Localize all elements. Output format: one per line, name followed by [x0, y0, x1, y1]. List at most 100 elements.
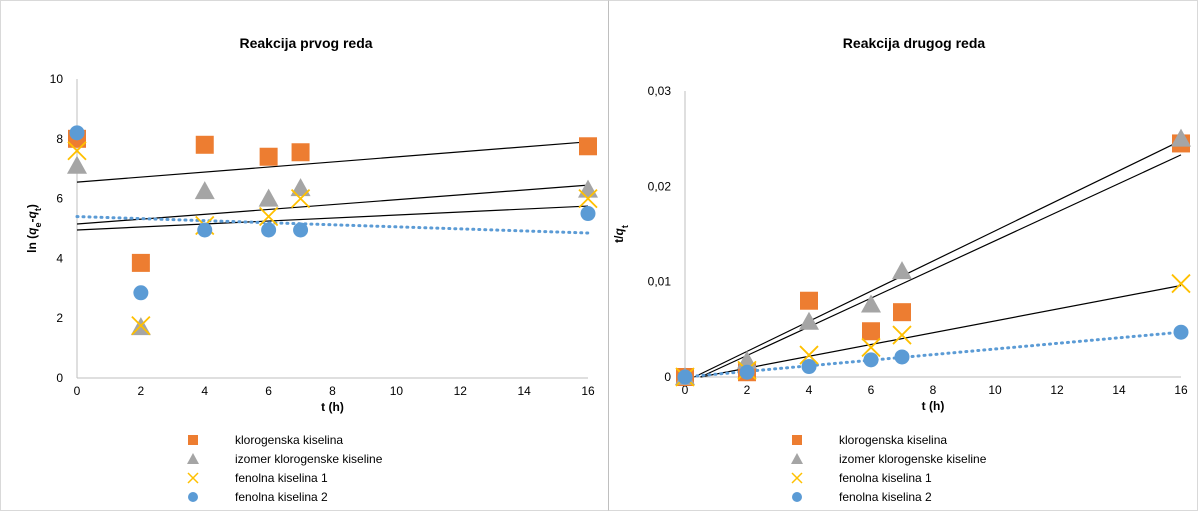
y-tick-label: 0 — [56, 371, 63, 385]
triangle-data-point — [290, 178, 311, 197]
square-data-point — [862, 322, 880, 341]
square-data-point — [291, 143, 310, 162]
x-axis-label: t (h) — [922, 399, 945, 413]
y-tick-label: 6 — [56, 192, 63, 206]
legend-label: izomer klorogenske kiseline — [839, 452, 987, 466]
y-tick-label: 0,03 — [648, 84, 672, 98]
y-axis-label-part: t — [620, 225, 630, 228]
triangle-data-point — [194, 181, 215, 200]
x-tick-label: 14 — [1112, 383, 1126, 397]
chart-second-order: Reakcija drugog reda 0 2 4 6 8 10 12 14 16 0 0,01 0,… — [612, 35, 1191, 504]
trendline — [76, 141, 589, 183]
circle-data-point — [677, 369, 693, 385]
x-data-point — [861, 337, 881, 358]
chart-panel-second-order: Reakcija drugog reda 0 2 4 6 8 10 12 14 16 0 0,01 0,… — [609, 0, 1198, 511]
triangle-data-point — [861, 294, 881, 313]
square-data-point — [259, 147, 278, 166]
y-axis-label-part: ln ( — [25, 235, 39, 253]
x-tick-label: 8 — [930, 383, 937, 397]
trendline — [76, 205, 589, 231]
x-tick-label: 8 — [329, 384, 336, 398]
x-tick-label: 6 — [265, 384, 272, 398]
trendline — [700, 154, 1182, 378]
legend-triangle-icon — [791, 453, 803, 464]
x-tick-label: 0 — [74, 384, 81, 398]
x-tick-label: 12 — [454, 384, 468, 398]
x-data-point — [67, 141, 87, 161]
legend-circle-icon — [188, 492, 198, 502]
triangle-data-point — [258, 188, 279, 207]
triangle-data-point — [799, 311, 819, 330]
legend-label: izomer klorogenske kiseline — [235, 452, 383, 466]
circle-data-point — [801, 359, 817, 375]
x-tick-label: 14 — [517, 384, 531, 398]
circle-data-point — [293, 222, 309, 238]
legend-label: fenolna kiselina 2 — [235, 490, 328, 504]
legend-label: klorogenska kiselina — [839, 433, 947, 447]
y-axis-label-part: t/ — [612, 235, 626, 243]
square-data-point — [131, 253, 150, 272]
x-tick-label: 16 — [1174, 383, 1188, 397]
x-tick-label: 10 — [988, 383, 1002, 397]
square-data-point — [579, 137, 597, 156]
y-tick-label: 2 — [56, 311, 63, 325]
x-tick-label: 6 — [868, 383, 875, 397]
circle-data-point — [739, 364, 755, 380]
legend-label: fenolna kiselina 1 — [235, 471, 328, 485]
legend-circle-icon — [792, 492, 802, 502]
legend-square-icon — [188, 435, 198, 445]
y-tick-label: 0,01 — [648, 275, 672, 289]
triangle-data-point — [1171, 128, 1191, 147]
trendline-dotted — [75, 215, 590, 235]
x-data-point — [578, 188, 598, 209]
trendline — [694, 140, 1182, 378]
x-tick-label: 0 — [682, 383, 689, 397]
x-tick-label: 4 — [806, 383, 813, 397]
x-data-point — [258, 206, 279, 227]
x-axis-label: t (h) — [321, 400, 344, 414]
x-tick-label: 4 — [201, 384, 208, 398]
circle-data-point — [894, 349, 910, 365]
y-axis-label-part: q — [612, 228, 626, 236]
circle-data-point — [69, 125, 85, 141]
legend-label: klorogenska kiselina — [235, 433, 343, 447]
y-axis-label-part: q — [25, 210, 39, 218]
triangle-data-point — [67, 155, 87, 174]
legend-triangle-icon — [187, 453, 199, 464]
x-tick-label: 2 — [138, 384, 145, 398]
y-tick-label: 0 — [664, 370, 671, 384]
legend-square-icon — [792, 435, 802, 445]
trendline-dotted — [683, 330, 1183, 379]
circle-data-point — [1173, 324, 1189, 340]
y-axis-label: t/qt — [612, 225, 630, 243]
x-tick-label: 12 — [1050, 383, 1064, 397]
y-axis-label-part: t — [33, 208, 43, 211]
circle-data-point — [133, 285, 149, 301]
chart-first-order: Reakcija prvog reda 0 2 4 6 8 10 12 14 16 0 2 4 6 8 10 t… — [25, 35, 598, 504]
y-axis-label: ln (qe-qt) — [25, 204, 43, 253]
square-data-point — [800, 291, 818, 310]
triangle-data-point — [892, 261, 912, 280]
x-data-point — [290, 188, 311, 209]
y-axis-label-part: e — [33, 222, 43, 227]
chart-panel-first-order: Reakcija prvog reda 0 2 4 6 8 10 12 14 16 0 2 4 6 8 10 t… — [0, 0, 609, 511]
x-tick-label: 10 — [390, 384, 404, 398]
legend-label: fenolna kiselina 1 — [839, 471, 932, 485]
y-axis-label-part: ) — [25, 204, 39, 208]
circle-data-point — [863, 352, 879, 368]
circle-data-point — [197, 222, 213, 238]
y-tick-label: 4 — [56, 251, 63, 265]
chart-title: Reakcija drugog reda — [843, 35, 986, 51]
legend-label: fenolna kiselina 2 — [839, 490, 932, 504]
legend-x-icon — [791, 472, 803, 484]
y-tick-label: 8 — [56, 132, 63, 146]
x-data-point — [1171, 273, 1191, 294]
square-data-point — [195, 135, 214, 154]
circle-data-point — [261, 222, 277, 238]
legend-x-icon — [187, 472, 199, 484]
x-tick-label: 2 — [744, 383, 751, 397]
y-axis-label-part: q — [25, 227, 39, 235]
x-tick-label: 16 — [581, 384, 595, 398]
trendline — [76, 184, 589, 225]
trendline — [700, 284, 1182, 378]
